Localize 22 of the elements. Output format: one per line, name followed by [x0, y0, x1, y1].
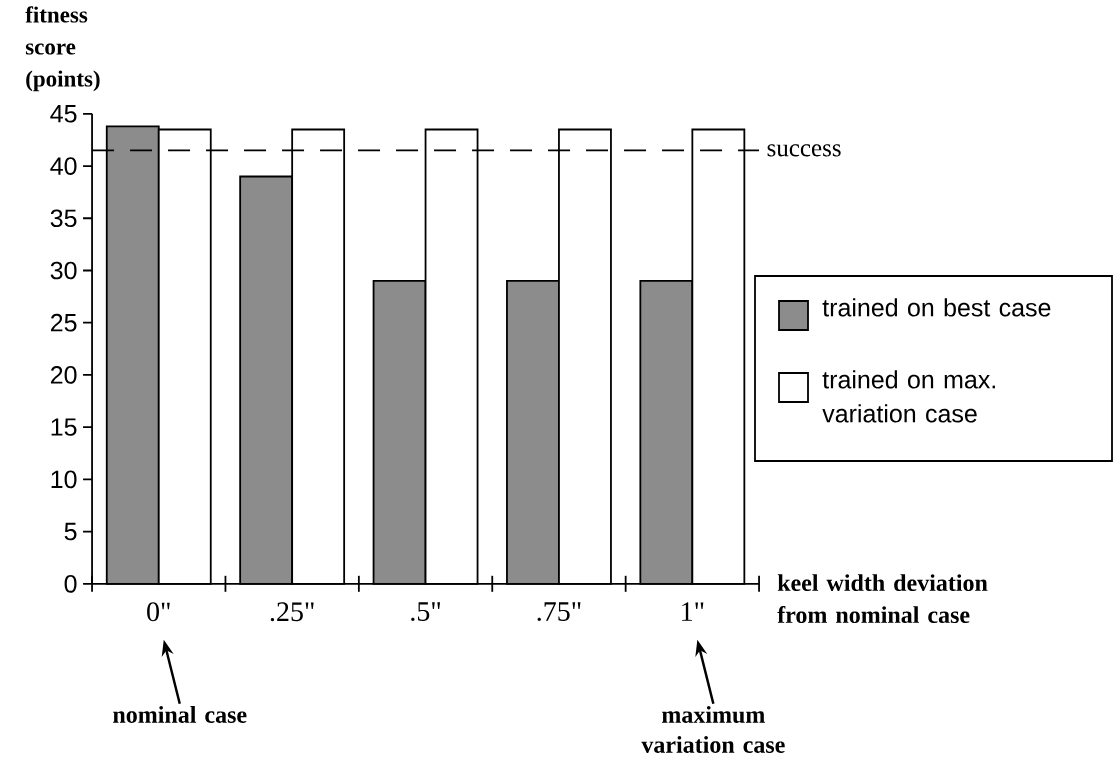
y-tick-label: 25 — [50, 313, 77, 332]
y-tick-label: 20 — [50, 366, 77, 384]
x-axis-title: keel width deviation from nominal case — [777, 574, 988, 624]
x-tick-label: .75" — [537, 602, 581, 622]
x-tick-label: .25" — [270, 602, 314, 622]
x-tick-label: .5" — [411, 602, 441, 622]
text: maximum variation case — [641, 706, 785, 753]
y-tick-label: 30 — [50, 261, 77, 280]
legend-label: trained on best case — [822, 298, 1051, 317]
x-tick-label: 0" — [147, 602, 170, 622]
y-tick-label: 40 — [50, 157, 77, 175]
ref-line-label: success — [767, 144, 841, 157]
y-tick-label: 10 — [51, 470, 77, 489]
text: nominal case — [113, 706, 247, 723]
y-axis-title: fitness score (points) — [25, 6, 100, 92]
legend-label: trained on max. variation case — [822, 370, 995, 423]
y-tick-label: 15 — [51, 418, 77, 436]
x-tick-label: 1" — [682, 602, 704, 621]
y-tick-label: 5 — [64, 522, 77, 541]
y-tick-label: 45 — [50, 105, 77, 123]
y-tick-label: 35 — [50, 209, 77, 228]
y-tick-label: 0 — [64, 574, 77, 593]
